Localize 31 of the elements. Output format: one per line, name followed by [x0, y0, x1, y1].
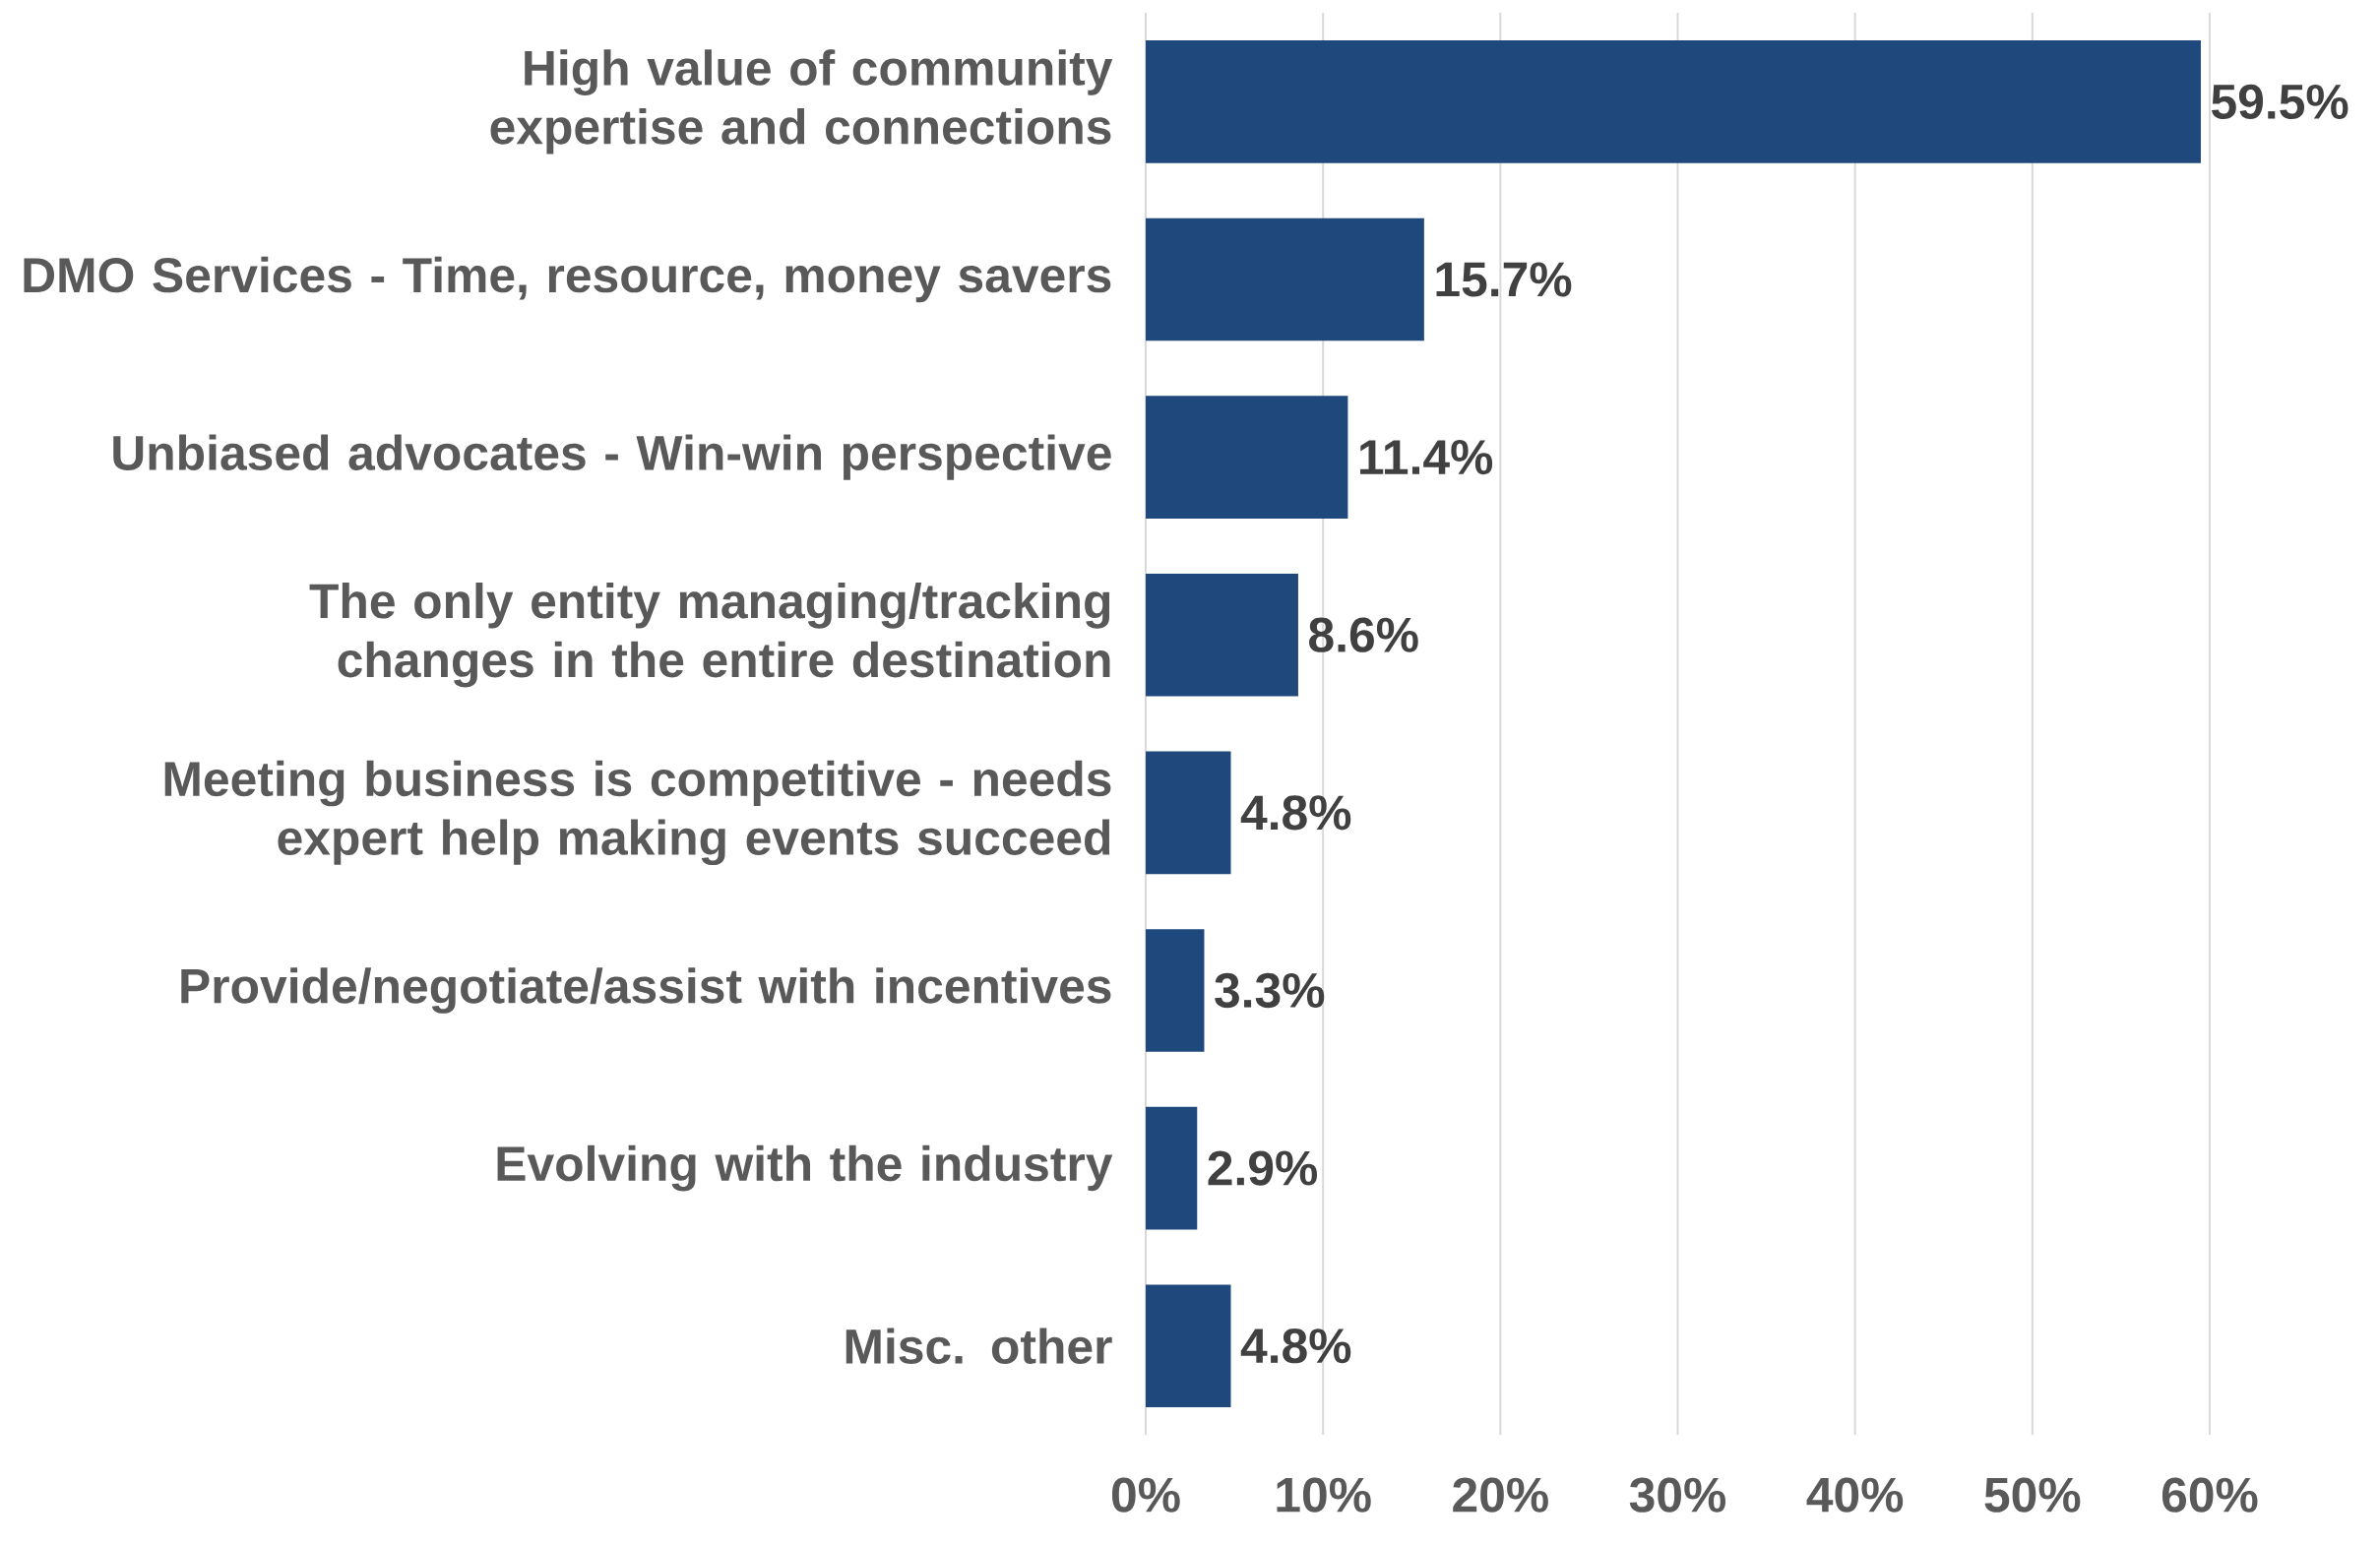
data-label: 11.4%: [1360, 440, 1493, 475]
y-tick-label: Provide/negotiate/assist with incentives: [181, 967, 1111, 1014]
data-label: 4.8%: [1240, 795, 1351, 831]
x-tick-label: 20%: [1453, 1477, 1548, 1513]
bar: [1146, 1106, 1198, 1230]
x-tick-label: 30%: [1629, 1477, 1726, 1513]
y-tick-label: DMO Services - Time, resource, money savers: [24, 256, 1111, 303]
y-tick-label: High value of community expertise and connections: [490, 49, 1113, 154]
bar: [1146, 1284, 1231, 1407]
data-label: 2.9%: [1208, 1150, 1318, 1186]
x-tick-label: 0%: [1111, 1477, 1180, 1513]
x-tick-label: 10%: [1277, 1477, 1371, 1513]
bar: [1146, 40, 2201, 163]
y-tick-label: The only entity managing/tracking changes in the entire destination: [309, 583, 1110, 688]
data-label: 59.5%: [2212, 84, 2349, 120]
y-tick-label: Unbiased advocates - Win-win perspective: [113, 434, 1111, 480]
bar: [1146, 573, 1298, 697]
x-tick-label: 60%: [2161, 1477, 2258, 1513]
y-tick-label: Misc. other: [846, 1328, 1112, 1364]
data-label: 8.6%: [1309, 617, 1418, 652]
bar: [1146, 929, 1205, 1052]
data-label: 4.8%: [1240, 1329, 1351, 1364]
data-label: 15.7%: [1436, 262, 1572, 297]
bar: [1146, 396, 1348, 519]
y-tick-label: Meeting business is competitive - needs expert help making events succeed: [164, 760, 1111, 866]
data-label: 3.3%: [1215, 972, 1325, 1009]
bar: [1146, 751, 1231, 875]
x-tick-label: 40%: [1806, 1477, 1904, 1513]
bar: [1146, 217, 1424, 341]
y-tick-label: Evolving with the industry: [497, 1144, 1113, 1192]
x-tick-label: 50%: [1984, 1477, 2081, 1513]
